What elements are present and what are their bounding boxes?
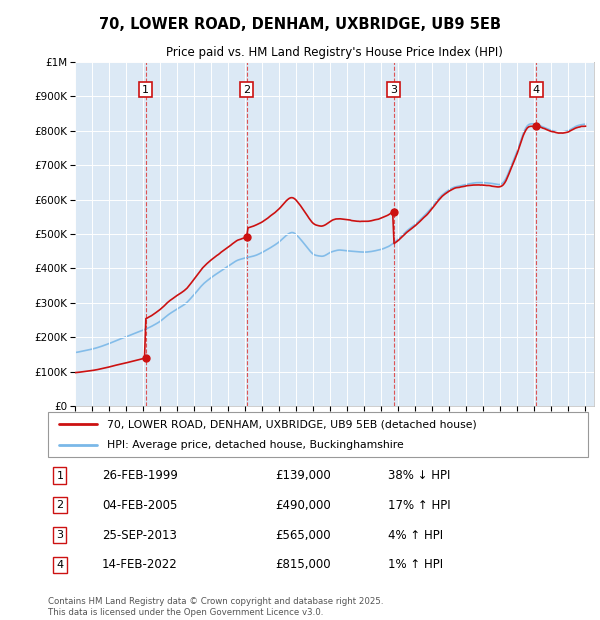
Text: 70, LOWER ROAD, DENHAM, UXBRIDGE, UB9 5EB (detached house): 70, LOWER ROAD, DENHAM, UXBRIDGE, UB9 5E… [107,419,477,430]
Title: Price paid vs. HM Land Registry's House Price Index (HPI): Price paid vs. HM Land Registry's House … [166,46,503,60]
Text: 1% ↑ HPI: 1% ↑ HPI [388,559,443,571]
Text: 04-FEB-2005: 04-FEB-2005 [102,499,178,511]
FancyBboxPatch shape [48,412,588,457]
Text: £815,000: £815,000 [275,559,331,571]
Text: 4% ↑ HPI: 4% ↑ HPI [388,529,443,541]
Text: 25-SEP-2013: 25-SEP-2013 [102,529,177,541]
Text: 1: 1 [56,471,64,480]
Text: £139,000: £139,000 [275,469,331,482]
Text: 4: 4 [56,560,64,570]
Text: 2: 2 [243,84,250,94]
Text: HPI: Average price, detached house, Buckinghamshire: HPI: Average price, detached house, Buck… [107,440,404,450]
Text: 1: 1 [142,84,149,94]
Text: 70, LOWER ROAD, DENHAM, UXBRIDGE, UB9 5EB: 70, LOWER ROAD, DENHAM, UXBRIDGE, UB9 5E… [99,17,501,32]
Text: 4: 4 [533,84,540,94]
Text: £490,000: £490,000 [275,499,331,511]
Text: 3: 3 [56,530,64,540]
Text: Contains HM Land Registry data © Crown copyright and database right 2025.
This d: Contains HM Land Registry data © Crown c… [48,598,383,617]
Text: 3: 3 [390,84,397,94]
Text: £565,000: £565,000 [275,529,331,541]
Text: 14-FEB-2022: 14-FEB-2022 [102,559,178,571]
Text: 17% ↑ HPI: 17% ↑ HPI [388,499,451,511]
Text: 26-FEB-1999: 26-FEB-1999 [102,469,178,482]
Text: 38% ↓ HPI: 38% ↓ HPI [388,469,451,482]
Text: 2: 2 [56,500,64,510]
